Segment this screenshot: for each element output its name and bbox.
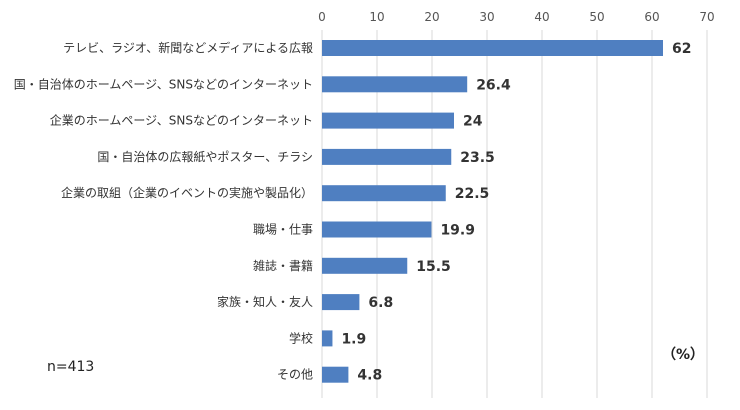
value-label: 4.8 xyxy=(357,368,382,384)
x-tick-label: 70 xyxy=(699,10,714,24)
bar xyxy=(322,40,663,56)
bar xyxy=(322,185,446,202)
x-tick-label: 40 xyxy=(534,10,549,24)
category-label: 国・自治体の広報紙やポスター、チラシ xyxy=(97,149,313,164)
bar xyxy=(322,257,408,274)
value-label: 15.5 xyxy=(416,259,451,275)
category-label: 国・自治体のホームページ、SNSなどのインターネット xyxy=(14,77,313,91)
x-tick-label: 50 xyxy=(589,10,604,24)
value-label: 23.5 xyxy=(460,150,495,166)
x-tick-label: 60 xyxy=(644,10,659,24)
value-label: 19.9 xyxy=(440,223,475,239)
category-label: 企業の取組（企業のイベントの実施や製品化） xyxy=(61,185,313,200)
value-label: 24 xyxy=(463,114,483,130)
bar xyxy=(322,76,468,93)
sample-size-note: n=413 xyxy=(47,359,95,375)
category-label: 雑誌・書籍 xyxy=(253,258,313,273)
bar xyxy=(322,294,360,311)
category-label: その他 xyxy=(277,368,313,382)
value-label: 62 xyxy=(672,41,691,57)
x-tick-label: 30 xyxy=(479,10,494,24)
bar xyxy=(322,112,454,129)
category-label: 家族・知人・友人 xyxy=(217,294,313,309)
value-label: 26.4 xyxy=(476,77,511,93)
bar xyxy=(322,148,452,165)
value-label: 1.9 xyxy=(341,331,366,347)
x-tick-label: 20 xyxy=(424,10,439,24)
bar xyxy=(322,366,349,383)
category-label: テレビ、ラジオ、新聞などメディアによる広報 xyxy=(63,40,313,55)
category-label: 学校 xyxy=(289,330,313,345)
unit-note: （%） xyxy=(662,347,705,363)
bar xyxy=(322,221,432,238)
category-label: 職場・仕事 xyxy=(253,223,313,237)
value-label: 6.8 xyxy=(368,295,393,311)
x-tick-label: 0 xyxy=(318,10,326,24)
category-label: 企業のホームページ、SNSなどのインターネット xyxy=(50,113,313,128)
bar xyxy=(322,330,333,347)
value-label: 22.5 xyxy=(455,186,490,202)
x-tick-label: 10 xyxy=(369,10,384,24)
